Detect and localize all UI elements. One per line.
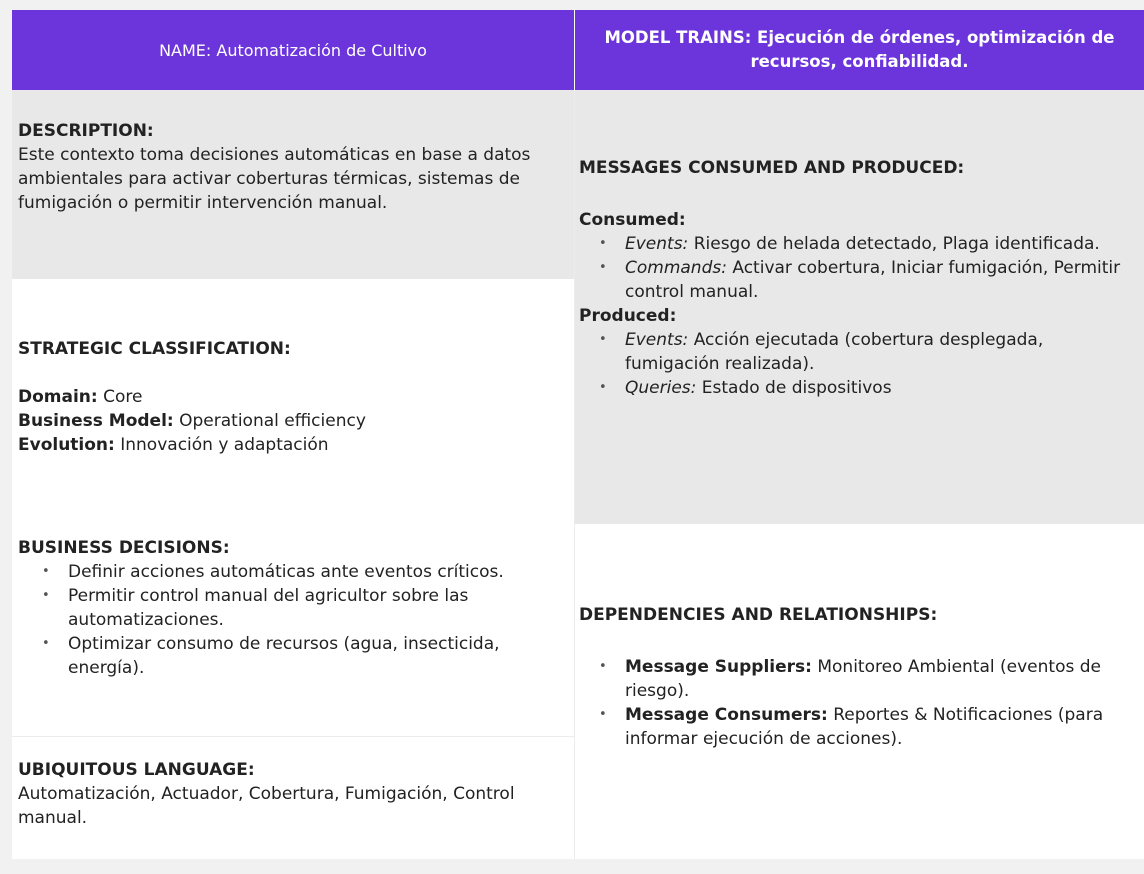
list-item: • Permitir control manual del agricultor … bbox=[42, 584, 568, 632]
produced-title: Produced: bbox=[579, 306, 677, 326]
business-decisions-list: • Definir acciones automáticas ante event… bbox=[18, 560, 568, 680]
bounded-context-canvas: NAME: Automatización de Cultivo MODEL TR… bbox=[12, 10, 1144, 859]
ubiquitous-language-section: UBIQUITOUS LANGUAGE: Automatización, Act… bbox=[12, 736, 574, 859]
message-kind: Events: bbox=[625, 330, 689, 350]
evolution-row: Evolution: Innovación y adaptación bbox=[18, 433, 568, 457]
strategic-title: STRATEGIC CLASSIFICATION: bbox=[18, 339, 291, 359]
bullet-icon: • bbox=[599, 707, 607, 722]
business-decisions-section: BUSINESS DECISIONS: • Definir acciones au… bbox=[12, 524, 574, 736]
business-decisions-title: BUSINESS DECISIONS: bbox=[18, 538, 230, 558]
business-model-label: Business Model: bbox=[18, 411, 174, 431]
list-item: • Events: Acción ejecutada (cobertura des… bbox=[599, 328, 1138, 376]
produced-list: • Events: Acción ejecutada (cobertura des… bbox=[579, 328, 1138, 400]
message-kind: Commands: bbox=[625, 258, 727, 278]
ubiquitous-text: Automatización, Actuador, Cobertura, Fum… bbox=[18, 784, 515, 828]
dependency-text: Reportes & Notificaciones (para informar… bbox=[625, 705, 1104, 749]
message-kind: Events: bbox=[625, 234, 689, 254]
message-text: Activar cobertura, Iniciar fumigación, P… bbox=[625, 258, 1121, 302]
domain-value: Core bbox=[97, 387, 143, 407]
bullet-icon: • bbox=[42, 564, 50, 579]
evolution-label: Evolution: bbox=[18, 435, 115, 455]
domain-row: Domain: Core bbox=[18, 385, 568, 409]
business-model-row: Business Model: Operational efficiency bbox=[18, 409, 568, 433]
bullet-icon: • bbox=[599, 380, 607, 395]
bullet-icon: • bbox=[599, 332, 607, 347]
bullet-icon: • bbox=[599, 260, 607, 275]
dependencies-title: DEPENDENCIES AND RELATIONSHIPS: bbox=[579, 605, 938, 625]
messages-section: MESSAGES CONSUMED AND PRODUCED: Consumed… bbox=[575, 90, 1144, 524]
list-item: • Message Suppliers: Monitoreo Ambiental … bbox=[599, 655, 1138, 703]
bullet-icon: • bbox=[42, 636, 50, 651]
list-item: • Events: Riesgo de helada detectado, Pla… bbox=[599, 232, 1138, 256]
message-text: Estado de dispositivos bbox=[696, 378, 892, 398]
message-text: Riesgo de helada detectado, Plaga identi… bbox=[688, 234, 1100, 254]
consumed-list: • Events: Riesgo de helada detectado, Pla… bbox=[579, 232, 1138, 304]
strategic-classification-section: STRATEGIC CLASSIFICATION: Domain: Core B… bbox=[12, 279, 574, 523]
dependencies-section: DEPENDENCIES AND RELATIONSHIPS: • Message… bbox=[575, 524, 1144, 859]
description-section: DESCRIPTION: Este contexto toma decision… bbox=[12, 90, 574, 279]
domain-label: Domain: bbox=[18, 387, 98, 407]
list-item: • Optimizar consumo de recursos (agua, in… bbox=[42, 632, 568, 680]
dependency-label: Message Consumers: bbox=[625, 705, 828, 725]
messages-title: MESSAGES CONSUMED AND PRODUCED: bbox=[579, 158, 965, 178]
decision-text: Definir acciones automáticas ante evento… bbox=[68, 562, 504, 582]
bullet-icon: • bbox=[599, 659, 607, 674]
dependency-text: Monitoreo Ambiental (eventos de riesgo). bbox=[625, 657, 1101, 701]
bullet-icon: • bbox=[42, 588, 50, 603]
description-title: DESCRIPTION: bbox=[18, 121, 154, 141]
list-item: • Message Consumers: Reportes & Notificac… bbox=[599, 703, 1138, 751]
model-traits-header: MODEL TRAINS: Ejecución de órdenes, opti… bbox=[575, 10, 1144, 90]
list-item: • Commands: Activar cobertura, Iniciar fu… bbox=[599, 256, 1138, 304]
description-text: Este contexto toma decisiones automática… bbox=[18, 145, 531, 213]
evolution-value: Innovación y adaptación bbox=[114, 435, 329, 455]
column-divider bbox=[574, 90, 575, 859]
decision-text: Permitir control manual del agricultor s… bbox=[68, 586, 469, 630]
context-name: NAME: Automatización de Cultivo bbox=[159, 40, 427, 60]
dependency-label: Message Suppliers: bbox=[625, 657, 812, 677]
model-traits: MODEL TRAINS: Ejecución de órdenes, opti… bbox=[604, 28, 1115, 71]
ubiquitous-title: UBIQUITOUS LANGUAGE: bbox=[18, 760, 255, 780]
message-kind: Queries: bbox=[625, 378, 697, 398]
list-item: • Queries: Estado de dispositivos bbox=[599, 376, 1138, 400]
decision-text: Optimizar consumo de recursos (agua, ins… bbox=[68, 634, 500, 678]
list-item: • Definir acciones automáticas ante event… bbox=[42, 560, 568, 584]
bullet-icon: • bbox=[599, 236, 607, 251]
section-divider bbox=[12, 736, 574, 737]
business-model-value: Operational efficiency bbox=[173, 411, 366, 431]
consumed-title: Consumed: bbox=[579, 210, 686, 230]
message-text: Acción ejecutada (cobertura desplegada, … bbox=[625, 330, 1044, 374]
context-name-header: NAME: Automatización de Cultivo bbox=[12, 10, 574, 90]
dependencies-list: • Message Suppliers: Monitoreo Ambiental … bbox=[579, 655, 1138, 751]
